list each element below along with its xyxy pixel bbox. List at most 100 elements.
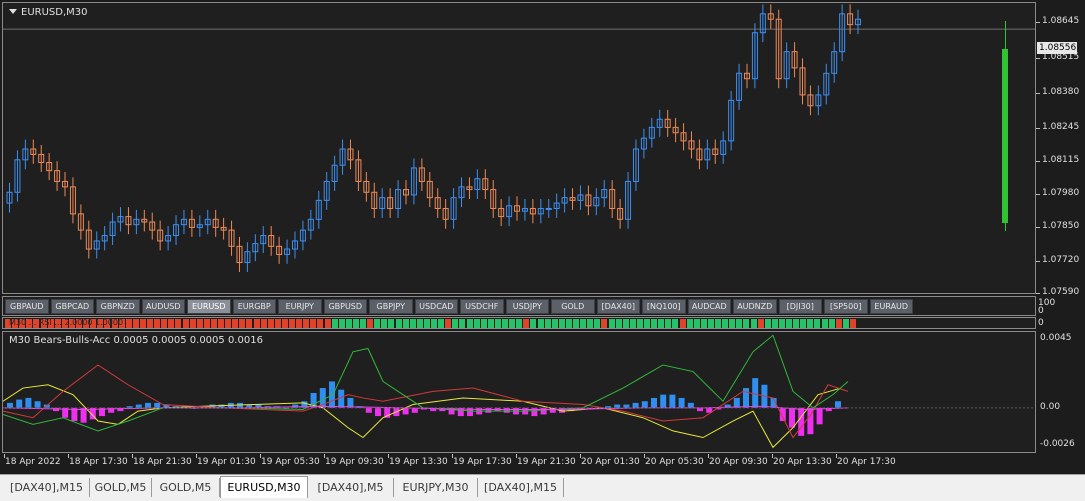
signal-cell [757, 319, 764, 328]
symbol-button-eurusd[interactable]: EURUSD [187, 299, 231, 314]
signal-cells [5, 319, 865, 328]
time-axis-tick [132, 454, 133, 458]
chart-tab[interactable]: EURJPY,M30 [394, 478, 478, 497]
symbol-button-audcad[interactable]: AUDCAD [687, 299, 731, 314]
oscillator-bar [531, 407, 538, 417]
price-axis-label: 1.08380 [1042, 87, 1080, 97]
candle-body [625, 180, 632, 220]
oscillator-bar [384, 407, 391, 418]
price-axis-tick [1036, 194, 1040, 195]
signal-cell [800, 319, 807, 328]
chart-tab[interactable]: [DAX40],M15 [4, 478, 90, 497]
oscillator-bar [724, 404, 731, 408]
candle-body [474, 178, 481, 191]
candle-body [847, 13, 854, 26]
symbol-button-audusd[interactable]: AUDUSD [141, 299, 185, 314]
candle-body [133, 218, 140, 226]
candle-body [601, 189, 608, 199]
candle-body [728, 99, 735, 142]
candlestick-chart[interactable] [3, 3, 1036, 294]
symbol-button-eurgbp[interactable]: EURGBP [232, 299, 276, 314]
signal-strip-label: M30 ... RSI ... 2.0000 1.0000 [9, 318, 124, 327]
price-axis-label: 1.08515 [1042, 52, 1080, 62]
candle-body [434, 197, 441, 209]
oscillator-bar [126, 406, 133, 408]
symbol-button-dji30[interactable]: [DJI30] [778, 299, 822, 314]
price-axis-tick [1036, 58, 1040, 59]
signal-cell [374, 319, 381, 328]
price-axis-label: 1.08115 [1042, 155, 1080, 165]
signal-cell [771, 319, 778, 328]
symbol-button-gbpnzd[interactable]: GBPNZD [96, 299, 140, 314]
signal-cell [104, 319, 111, 328]
signal-cell [196, 319, 203, 328]
candle-body [339, 148, 346, 166]
chart-title: EURUSD,M30 [9, 7, 87, 18]
symbol-button-usdchf[interactable]: USDCHF [460, 299, 504, 314]
chart-tab[interactable]: [DAX40],M5 [308, 478, 394, 497]
symbol-button-dax40[interactable]: [DAX40] [596, 299, 640, 314]
osc-scale-bottom: -0.0026 [1040, 439, 1075, 449]
signal-cell [26, 319, 33, 328]
candle-body [593, 197, 600, 207]
signal-cell [47, 319, 54, 328]
osc-scale-top: 0.0045 [1040, 333, 1072, 343]
oscillator-line-red [3, 364, 849, 439]
signal-cell [210, 319, 217, 328]
price-axis-label: 1.07590 [1042, 287, 1080, 297]
signal-cell [260, 319, 267, 328]
price-axis-tick [1036, 22, 1040, 23]
signal-cell [409, 319, 416, 328]
chart-tab[interactable]: [DAX40],M15 [478, 478, 564, 497]
candle-body [188, 218, 195, 228]
candle-body [498, 207, 505, 218]
time-axis-label: 18 Apr 2022 [5, 457, 61, 467]
chart-tab[interactable]: GOLD,M5 [90, 478, 152, 497]
symbol-button-gold[interactable]: GOLD [551, 299, 595, 314]
candle-body [141, 218, 148, 223]
oscillator-bar [485, 407, 492, 413]
signal-cell [324, 319, 331, 328]
signal-cell [423, 319, 430, 328]
signal-cell [189, 319, 196, 328]
candle-body [442, 207, 449, 220]
oscillator-pane[interactable]: M30 Bears-Bulls-Acc 0.0005 0.0005 0.0005… [2, 331, 1036, 453]
time-axis-tick [836, 454, 837, 458]
range-bar [1002, 49, 1008, 223]
symbol-button-sp500[interactable]: [SP500] [824, 299, 868, 314]
symbol-button-nq100[interactable]: [NQ100] [642, 299, 686, 314]
signal-cell [218, 319, 224, 328]
oscillator-chart[interactable] [3, 332, 1036, 453]
time-axis-label: 20 Apr 09:30 [709, 457, 768, 467]
symbol-button-usdcad[interactable]: USDCAD [414, 299, 458, 314]
dropdown-triangle-icon[interactable] [9, 9, 17, 14]
oscillator-bar [218, 404, 225, 408]
signal-cell [132, 319, 139, 328]
time-axis-tick [580, 454, 581, 458]
symbol-button-gbpcad[interactable]: GBPCAD [50, 299, 94, 314]
candle-body [490, 189, 497, 209]
chart-tab[interactable]: GOLD,M5 [152, 478, 220, 497]
signal-cell [729, 319, 736, 328]
candle-body [482, 178, 489, 191]
time-axis-label: 19 Apr 01:30 [197, 457, 256, 467]
symbol-button-gbpusd[interactable]: GBPUSD [323, 299, 367, 314]
signal-cell [452, 319, 459, 328]
chart-tab[interactable]: EURUSD,M30 [220, 476, 308, 498]
symbol-button-gbpaud[interactable]: GBPAUD [5, 299, 49, 314]
candle-body [537, 207, 544, 215]
price-chart-pane[interactable]: EURUSD,M30 [2, 2, 1036, 294]
oscillator-bar [715, 407, 722, 410]
candle-body [125, 216, 132, 226]
symbol-button-eurjpy[interactable]: EURJPY [278, 299, 322, 314]
signal-cell [182, 319, 189, 328]
symbol-button-euraud[interactable]: EURAUD [869, 299, 913, 314]
signal-cell [544, 319, 551, 328]
symbol-button-gbpjpy[interactable]: GBPJPY [369, 299, 413, 314]
symbol-button-audnzd[interactable]: AUDNZD [733, 299, 777, 314]
oscillator-bar [789, 407, 795, 428]
price-axis-label: 1.08645 [1042, 16, 1080, 26]
signal-cell [700, 319, 707, 328]
signal-cell [828, 319, 835, 328]
symbol-button-usdjpy[interactable]: USDJPY [505, 299, 549, 314]
